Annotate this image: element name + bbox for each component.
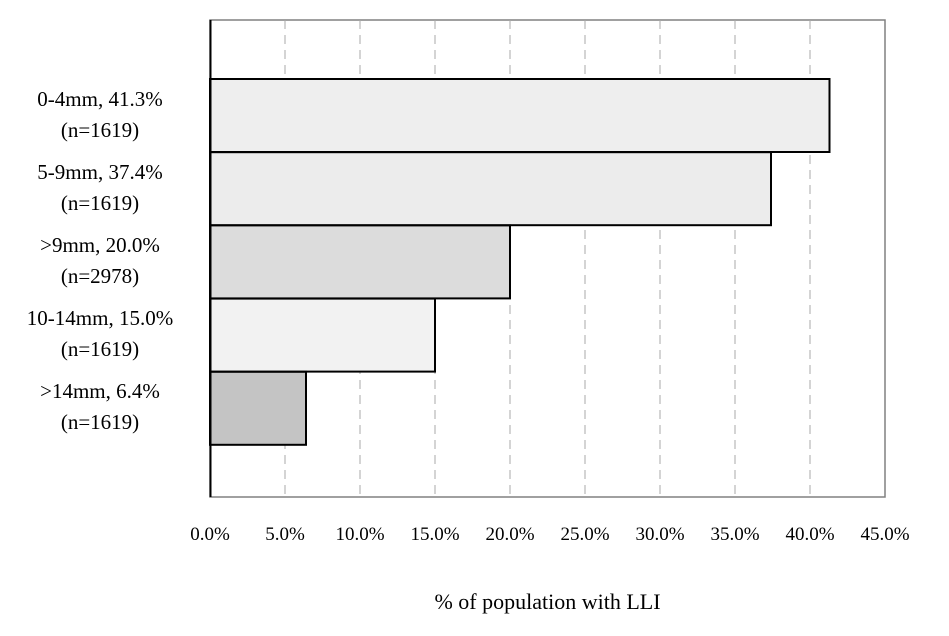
category-name: 10-14mm, 15.0%: [26, 306, 174, 331]
x-tick-label: 35.0%: [710, 524, 759, 545]
x-tick-label: 20.0%: [485, 524, 534, 545]
x-tick-labels: 0.0% 5.0% 10.0% 15.0% 20.0% 25.0% 30.0% 35.0% 40…: [190, 524, 910, 545]
category-label: >9mm, 20.0% (n=2978): [0, 230, 200, 292]
category-name: >14mm, 6.4%: [40, 379, 160, 404]
bars: [209, 78, 831, 446]
x-tick-label: 10.0%: [335, 524, 384, 545]
category-label: >14mm, 6.4% (n=1619): [0, 376, 200, 438]
bar: [209, 370, 307, 446]
category-name: 0-4mm, 41.3%: [37, 86, 163, 111]
x-axis-label: % of population with LLI: [434, 589, 661, 614]
category-label: 0-4mm, 41.3% (n=1619): [0, 84, 200, 146]
x-tick-label: 25.0%: [560, 524, 609, 545]
bar: [209, 151, 772, 227]
category-name: 5-9mm, 37.4%: [37, 159, 163, 184]
x-tick-label: 30.0%: [635, 524, 684, 545]
category-sample-size: (n=1619): [60, 190, 140, 215]
x-tick-label: 15.0%: [410, 524, 459, 545]
category-label: 10-14mm, 15.0% (n=1619): [0, 303, 200, 365]
category-sample-size: (n=1619): [60, 337, 140, 362]
x-tick-label: 0.0%: [190, 524, 230, 545]
category-label: 5-9mm, 37.4% (n=1619): [0, 157, 200, 219]
bar: [209, 78, 831, 153]
category-name: >9mm, 20.0%: [40, 232, 160, 257]
x-tick-label: 40.0%: [785, 524, 834, 545]
x-tick-label: 45.0%: [860, 524, 909, 545]
category-sample-size: (n=2978): [60, 263, 140, 288]
x-tick-label: 5.0%: [265, 524, 305, 545]
category-sample-size: (n=1619): [60, 117, 140, 142]
bar: [209, 224, 511, 300]
category-sample-size: (n=1619): [60, 410, 140, 435]
bar: [209, 297, 436, 373]
